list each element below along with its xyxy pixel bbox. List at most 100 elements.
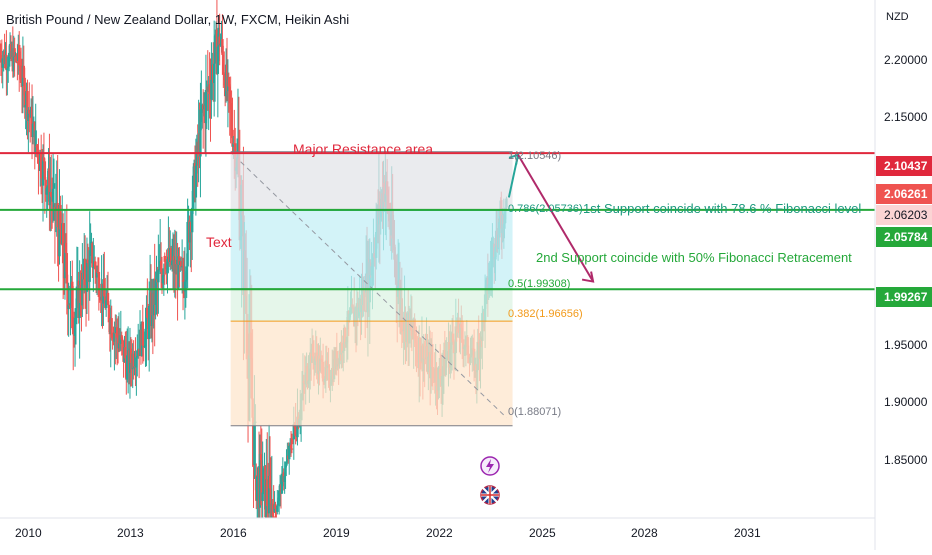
candle-body: [147, 306, 151, 340]
candle-body: [185, 266, 188, 280]
candle-body: [61, 223, 65, 264]
last-red-price-badge: [876, 184, 932, 204]
candle-body: [210, 79, 213, 100]
candle-body: [65, 253, 69, 284]
candle-body: [289, 444, 293, 449]
projection-down-arrowhead: [581, 271, 595, 283]
year-tick: 2025: [529, 526, 556, 540]
candle-body: [219, 43, 222, 46]
support-1-price-badge: [876, 227, 932, 247]
support-1-price-text: 2.05784: [884, 230, 928, 244]
fib-zone-382-0: [230, 321, 513, 426]
candle-body: [177, 256, 180, 288]
support-2-price-text: 1.99267: [884, 290, 928, 304]
candle-body: [26, 91, 29, 121]
candle-body: [9, 43, 13, 58]
candle-body: [181, 280, 185, 282]
candle-body: [191, 207, 194, 233]
text-label[interactable]: Text: [206, 234, 232, 250]
candle-body: [104, 300, 108, 308]
candle-body: [154, 280, 157, 305]
price-axis[interactable]: NZD 2.20000 2.15000 1.95000 1.90000 1.85…: [874, 0, 932, 550]
year-tick: 2016: [220, 526, 247, 540]
candle-body: [136, 355, 139, 358]
last-red-price-text: 2.06261: [884, 187, 928, 201]
candle-body: [159, 260, 163, 273]
candle-body: [280, 473, 284, 494]
candle-body: [59, 204, 62, 230]
candle-body: [222, 54, 225, 75]
candle-body: [277, 501, 280, 506]
candle-body: [97, 271, 101, 297]
support-2-price-badge: [876, 287, 932, 307]
candle-body: [37, 149, 40, 164]
candle-body: [7, 52, 11, 67]
candle-body: [258, 454, 262, 508]
candle-body: [121, 339, 124, 341]
union-jack-flag-icon[interactable]: [480, 485, 500, 505]
candle-body: [276, 505, 279, 512]
candle-body: [41, 157, 45, 186]
candle-body: [15, 55, 18, 62]
candle-body: [98, 296, 101, 300]
candle-body: [0, 55, 3, 63]
year-tick: 2031: [734, 526, 761, 540]
candle-body: [218, 36, 221, 46]
candle-body: [71, 281, 74, 329]
resistance-price-badge: [876, 156, 932, 176]
candle-body: [66, 283, 69, 310]
major-resistance-label[interactable]: Major Resistance area: [293, 141, 433, 157]
candle-body: [269, 488, 273, 518]
fib-label-5: 0.5(1.99308): [508, 278, 570, 290]
candle-body: [290, 448, 294, 450]
candle-body: [64, 242, 68, 254]
candle-body: [46, 185, 49, 189]
candle-body: [163, 255, 166, 262]
candle-body: [124, 347, 127, 359]
time-axis[interactable]: 2010 2013 2016 2019 2022 2025 2028 2031: [0, 517, 875, 540]
horizontal-levels[interactable]: [0, 152, 875, 291]
candle-body: [44, 179, 47, 195]
support-1-note[interactable]: 1st Support coincide with 78.6 % Fibonac…: [583, 201, 861, 216]
fib-label-1: 1(2.10546): [508, 150, 561, 162]
candle-body: [161, 275, 165, 284]
price-tick: 1.90000: [884, 395, 928, 409]
candle-body: [292, 423, 296, 440]
support-2-note[interactable]: 2nd Support coincide with 50% Fibonacci …: [536, 250, 852, 265]
candle-body: [42, 157, 46, 162]
candle-body: [22, 65, 25, 78]
lightning-icon[interactable]: [480, 456, 500, 476]
candle-body: [92, 267, 95, 269]
candle-body: [129, 348, 133, 364]
fib-zone-5-382: [230, 288, 513, 322]
candle-body: [86, 259, 90, 263]
candle-body: [36, 146, 39, 150]
candle-body: [63, 242, 67, 279]
fib-zone-1-786: [230, 151, 513, 211]
candle-body: [212, 63, 216, 84]
candle-body: [178, 256, 181, 265]
fibonacci-retracement[interactable]: [230, 151, 513, 427]
projection-down-segment[interactable]: [517, 154, 594, 283]
candle-body: [191, 175, 195, 208]
candle-body: [294, 427, 297, 437]
candle-body: [164, 261, 167, 270]
candle-body: [110, 318, 113, 338]
candle-body: [91, 243, 94, 268]
candle-body: [232, 143, 235, 147]
candle-body: [180, 266, 184, 268]
candle-body: [272, 516, 275, 518]
candle-body: [117, 342, 121, 349]
candle-body: [296, 416, 299, 438]
last-price-badge: [876, 205, 932, 225]
candle-body: [24, 105, 27, 108]
projection-arrow[interactable]: [507, 153, 595, 283]
candle-body: [267, 475, 271, 514]
candle-body: [56, 203, 59, 228]
candle-body: [268, 475, 272, 489]
candle-body: [145, 308, 148, 330]
candle-body: [274, 504, 277, 509]
candle-body: [115, 327, 119, 338]
